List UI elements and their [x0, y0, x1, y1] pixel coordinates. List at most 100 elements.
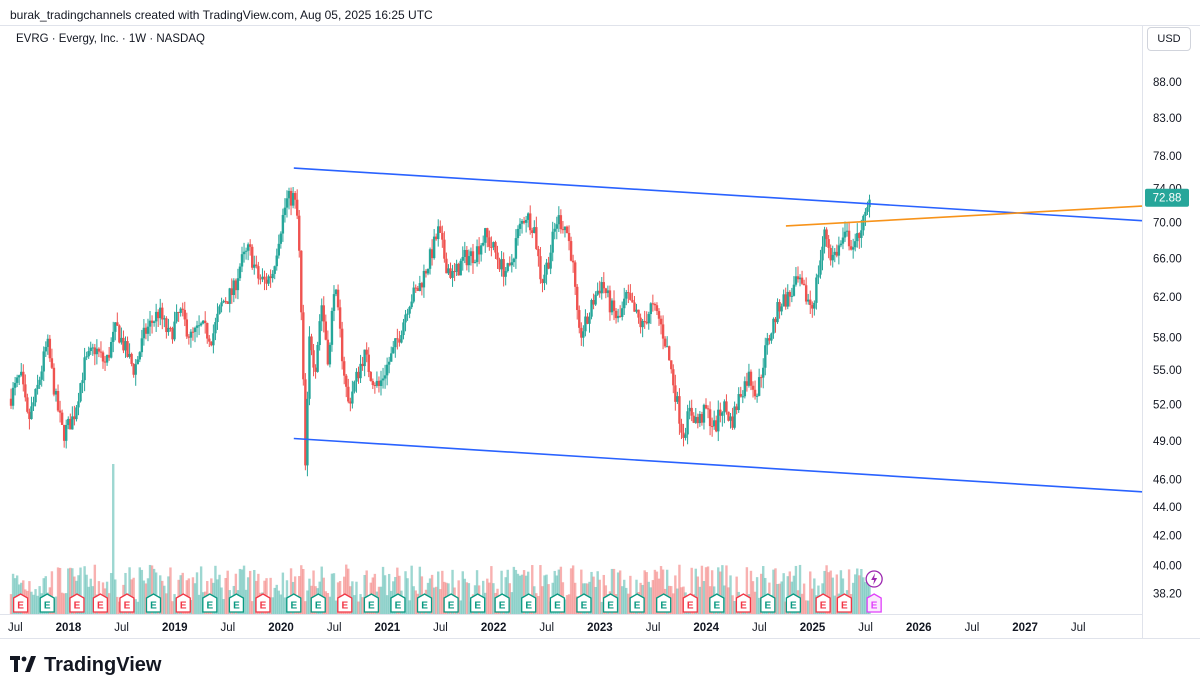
candle-body	[173, 321, 176, 340]
candle-body	[287, 190, 291, 199]
volume-bar	[224, 578, 227, 614]
volume-bar	[428, 578, 432, 614]
candle-body	[240, 254, 244, 267]
price-tick-label: 66.00	[1153, 254, 1182, 266]
candle-body	[727, 411, 730, 421]
volume-bar	[520, 574, 524, 614]
channel-upper-line	[293, 167, 1143, 222]
volume-bar	[134, 599, 137, 614]
candle-body	[300, 250, 303, 313]
candle-body	[134, 364, 137, 375]
earnings-marker-shape	[119, 593, 135, 613]
candle-body	[230, 288, 233, 296]
candle-body	[594, 294, 597, 305]
tradingview-logo[interactable]: TradingView	[10, 652, 161, 678]
candle-body	[273, 266, 276, 274]
earnings-marker: E	[709, 593, 725, 613]
drawings	[293, 167, 1143, 493]
candle-body	[488, 237, 491, 247]
candle-body	[851, 247, 855, 250]
volume-bar	[719, 571, 722, 614]
candle-body	[596, 290, 599, 295]
volume-bar	[353, 595, 356, 614]
price-tick-label: 40.00	[1153, 560, 1182, 572]
volume-bar	[674, 575, 677, 614]
volume-bar	[277, 590, 280, 614]
candle-body	[518, 223, 522, 229]
candle-body	[11, 387, 15, 406]
candle-body	[467, 256, 471, 266]
candle-body	[400, 335, 403, 343]
time-tick-label: Jul	[858, 622, 873, 634]
candle-body	[15, 377, 19, 383]
candle-body	[42, 351, 45, 372]
volume-bar	[643, 570, 646, 614]
candle-body	[788, 291, 792, 297]
volume-bar	[434, 586, 438, 614]
volume-bar	[142, 580, 146, 614]
earnings-marker-shape	[337, 593, 353, 613]
earnings-marker-shape	[576, 593, 592, 613]
volume-bar	[559, 566, 563, 614]
candle-body	[312, 350, 315, 368]
volume-bar	[363, 575, 366, 614]
candle-body	[698, 414, 702, 424]
volume-bar	[83, 566, 86, 614]
candle-body	[404, 314, 407, 323]
candle-body	[449, 268, 452, 278]
candle-body	[547, 262, 550, 269]
volume-bar	[786, 576, 789, 614]
candle-body	[833, 251, 836, 255]
earnings-marker-label: E	[474, 601, 481, 612]
candle-body	[226, 301, 229, 304]
candle-body	[672, 369, 675, 386]
volume-bar	[696, 576, 700, 614]
price-chart[interactable]: E E E E E E E E E E E E E E E E E E E E E E E E E E E E E E E E E 88.00 8…	[0, 0, 1200, 640]
earnings-marker-shape	[836, 593, 853, 613]
time-tick-label: 2022	[481, 622, 507, 634]
volume-bar	[625, 587, 628, 614]
candle-body	[318, 321, 321, 346]
candle-body	[206, 322, 209, 339]
earnings-marker: E	[836, 593, 853, 613]
candle-body	[13, 382, 17, 388]
candle-body	[408, 307, 411, 314]
volume-bar	[302, 569, 305, 614]
volume-bar	[645, 572, 648, 614]
candle-body	[381, 378, 385, 381]
candle-body	[359, 363, 362, 379]
candle-body	[114, 322, 117, 332]
earnings-marker-shape	[145, 593, 162, 613]
candle-body	[336, 289, 340, 308]
candle-body	[627, 292, 630, 294]
volume-bar	[62, 593, 66, 614]
candle-body	[864, 211, 867, 216]
volume-bar	[571, 565, 575, 614]
volume-bar	[361, 597, 364, 614]
volume-bar	[220, 587, 223, 614]
candle-body	[837, 245, 841, 256]
candle-body	[809, 299, 812, 306]
candle-body	[747, 371, 751, 386]
candle-body	[710, 426, 714, 428]
earnings-marker-shape	[416, 593, 433, 613]
candle-body	[490, 246, 493, 248]
volume-bar	[794, 565, 798, 614]
candle-body	[197, 325, 201, 327]
currency-button[interactable]: USD	[1147, 27, 1191, 51]
candle-body	[379, 380, 383, 386]
volume-bar	[680, 587, 683, 614]
volume-bar	[829, 570, 832, 614]
candle-body	[220, 302, 223, 307]
earnings-marker: E	[576, 593, 592, 613]
candle-body	[524, 219, 528, 223]
time-tick-label: Jul	[752, 622, 767, 634]
candle-body	[649, 303, 653, 315]
candle-body	[453, 271, 456, 273]
candle-body	[616, 315, 620, 319]
volume-bar	[759, 573, 763, 614]
candle-body	[688, 407, 691, 412]
volume-bar	[553, 570, 556, 614]
volume-bar	[804, 600, 808, 614]
candle-body	[83, 357, 86, 381]
